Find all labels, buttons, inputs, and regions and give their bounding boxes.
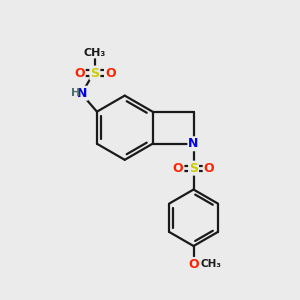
Text: S: S xyxy=(90,67,99,80)
Text: O: O xyxy=(204,162,214,175)
Text: CH₃: CH₃ xyxy=(84,48,106,58)
Text: O: O xyxy=(188,258,199,271)
Text: O: O xyxy=(74,67,85,80)
Text: N: N xyxy=(188,137,199,150)
Text: O: O xyxy=(173,162,183,175)
Text: S: S xyxy=(189,162,198,175)
Text: CH₃: CH₃ xyxy=(201,260,222,269)
Text: H: H xyxy=(70,88,80,98)
Text: N: N xyxy=(77,87,87,100)
Text: O: O xyxy=(105,67,116,80)
